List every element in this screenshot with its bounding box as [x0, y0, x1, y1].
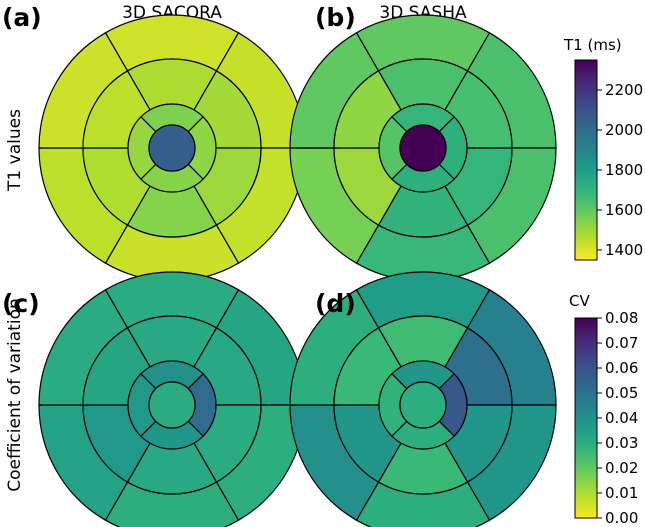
apex-segment	[148, 124, 196, 172]
colorbar-tick-label: 0.06	[605, 359, 638, 377]
colorbar-tick-label: 2200	[605, 81, 643, 99]
row-title-t1: T1 values	[5, 109, 25, 192]
apex-segment	[399, 381, 447, 429]
colorbar-tick-label: 0.00	[605, 509, 638, 527]
colorbar-tick-label: 0.02	[605, 459, 638, 477]
colorbar-tick-label: 0.01	[605, 484, 638, 502]
row-title-cv: Coefficient of variation	[5, 298, 25, 492]
colorbar-tick-label: 1800	[605, 161, 643, 179]
bullseye-panel-c	[38, 271, 306, 527]
colorbar-gradient-t1	[575, 60, 597, 260]
colorbar-title-t1: T1 (ms)	[563, 36, 622, 54]
colorbar-tick-label: 0.05	[605, 384, 638, 402]
panel-label-d: (d)	[315, 289, 356, 318]
apex-segment	[148, 381, 196, 429]
colorbar-tick-label: 1600	[605, 201, 643, 219]
panel-label-c: (c)	[2, 289, 40, 318]
panel-label-a: (a)	[2, 3, 42, 32]
colorbar-cv: CV 0.00 0.01 0.02 0.03 0.04 0.05 0.06 0.07 0.08	[569, 292, 638, 527]
colorbar-tick-label: 2000	[605, 121, 643, 139]
colorbar-t1: T1 (ms) 1400 1600 1800 2000 2200	[563, 36, 643, 261]
colorbar-tick-label: 1400	[605, 241, 643, 259]
colorbar-tick-label: 0.03	[605, 434, 638, 452]
panel-label-b: (b)	[315, 3, 356, 32]
colorbar-title-cv: CV	[569, 292, 590, 310]
colorbar-gradient-cv	[575, 318, 597, 518]
bullseye-panel-b	[289, 14, 557, 282]
apex-segment	[399, 124, 447, 172]
colorbar-frame-t1	[574, 59, 598, 261]
bullseye-panel-a	[38, 14, 306, 282]
colorbar-tick-label: 0.07	[605, 334, 638, 352]
colorbar-tick-label: 0.08	[605, 309, 638, 327]
colorbar-tick-label: 0.04	[605, 409, 638, 427]
bullseye-panel-d	[289, 271, 557, 527]
